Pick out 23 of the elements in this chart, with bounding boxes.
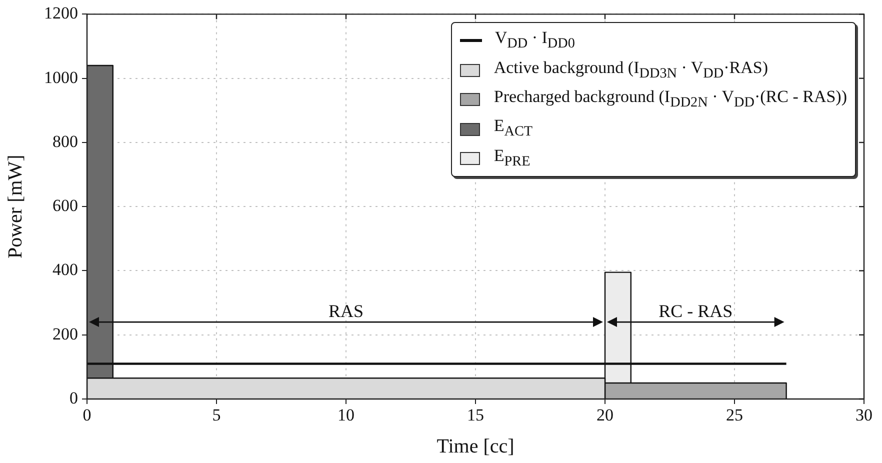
x-tick-label: 0 (82, 406, 92, 425)
legend-label: E$_{PRE}$ (494, 144, 530, 172)
y-axis-title: Power [mW] (4, 154, 26, 259)
x-tick-label: 10 (338, 406, 354, 425)
x-axis-title: Time [cc] (436, 435, 514, 458)
annotation: RC - RAS (658, 301, 733, 322)
y-tick-label: 600 (52, 196, 78, 216)
legend-label: Precharged background (I$_{DD2N}$ · V$_{DD}$·(RC - RAS)) (494, 86, 847, 112)
x-tick-label: 25 (726, 406, 743, 425)
y-tick-label: 1000 (44, 68, 78, 87)
x-tick-label: 5 (212, 406, 221, 425)
legend-label: E$_{ACT}$ (494, 115, 533, 142)
y-tick-label: 0 (70, 388, 78, 408)
legend-label: Active background (I$_{DD3N}$ · V$_{DD}$·RAS) (494, 56, 768, 83)
y-tick-label: 400 (52, 260, 78, 280)
y-tick-label: 800 (52, 132, 78, 151)
x-tick-label: 20 (596, 406, 614, 425)
x-tick-label: 30 (856, 406, 872, 425)
y-tick-label: 200 (52, 324, 78, 344)
x-tick-label: 15 (467, 406, 484, 425)
annotation: RAS (328, 301, 364, 322)
y-tick-label: 1200 (44, 4, 78, 23)
legend-label: V$_{DD}$ · I$_{DD0}$ (494, 27, 575, 54)
